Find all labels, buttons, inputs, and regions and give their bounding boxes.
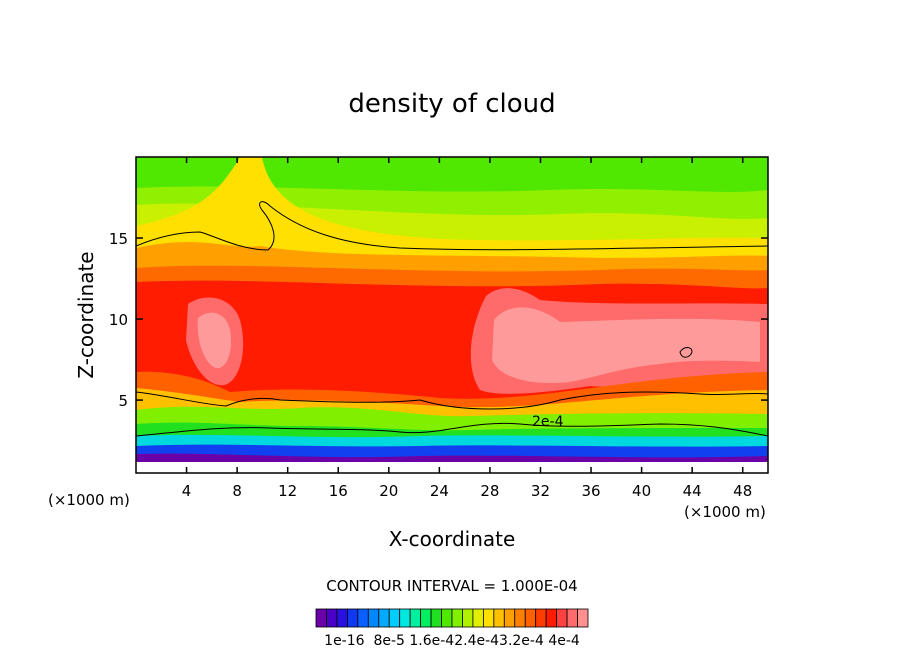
contour-interval-text: CONTOUR INTERVAL = 1.000E-04 bbox=[326, 577, 577, 595]
colorbar-swatch bbox=[556, 608, 568, 628]
colorbar-swatch bbox=[409, 608, 422, 628]
colorbar-swatch bbox=[388, 608, 401, 628]
colorbar-labels: 1e-16 8e-5 1.6e-42.4e-43.2e-4 4e-4 bbox=[324, 633, 580, 649]
colorbar-swatch bbox=[441, 608, 453, 628]
x-unit-left: (×1000 m) bbox=[48, 491, 130, 509]
x-tick-label: 32 bbox=[531, 482, 550, 500]
x-unit-right: (×1000 m) bbox=[684, 503, 766, 521]
x-tick-label: 28 bbox=[480, 482, 499, 500]
colorbar-swatch bbox=[378, 608, 390, 628]
heatmap-field bbox=[136, 157, 768, 473]
colorbar-swatch bbox=[503, 608, 516, 628]
colorbar-swatch bbox=[545, 608, 558, 628]
x-tick-label: 20 bbox=[379, 482, 398, 500]
plot-frame bbox=[135, 156, 769, 474]
x-tick-label: 48 bbox=[733, 482, 752, 500]
y-axis-label: Z-coordinate bbox=[74, 251, 98, 378]
contour-lines bbox=[136, 201, 768, 437]
x-axis: 4 8 12 16 20 24 28 32 36 40 44 48 bbox=[182, 157, 752, 500]
colorbar-swatch bbox=[566, 608, 578, 628]
x-tick-label: 16 bbox=[329, 482, 348, 500]
x-axis-label: X-coordinate bbox=[389, 527, 516, 551]
colorbar-swatch bbox=[451, 608, 463, 628]
colorbar-swatch bbox=[346, 608, 359, 628]
colorbar-swatch bbox=[399, 608, 411, 628]
x-tick-label: 40 bbox=[632, 482, 651, 500]
contour-blob-right bbox=[679, 347, 693, 358]
x-tick-label: 44 bbox=[683, 482, 702, 500]
x-tick-label: 36 bbox=[581, 482, 600, 500]
colorbar-swatch bbox=[535, 608, 547, 628]
contour-line-lower-top bbox=[136, 391, 768, 410]
chart-title: density of cloud bbox=[348, 89, 555, 119]
colorbar-swatch bbox=[420, 608, 432, 628]
contour-label: 2e-4 bbox=[532, 414, 564, 430]
x-tick-label: 24 bbox=[430, 482, 449, 500]
colorbar-swatch bbox=[367, 608, 380, 628]
y-tick-label: 5 bbox=[118, 392, 128, 410]
colorbar-swatch bbox=[577, 608, 589, 628]
heatmap-below-cloud bbox=[136, 462, 768, 473]
colorbar-swatch bbox=[336, 608, 348, 628]
colorbar-swatch bbox=[430, 608, 442, 628]
x-tick-label: 12 bbox=[278, 482, 297, 500]
colorbar-swatch bbox=[472, 608, 484, 628]
heatmap-blob-lightpink-left bbox=[197, 312, 232, 369]
colorbar-swatch bbox=[493, 608, 505, 628]
x-tick-label: 8 bbox=[232, 482, 242, 500]
heatmap-blob-lightpink-right bbox=[492, 307, 760, 384]
colorbar bbox=[315, 608, 589, 628]
colorbar-swatch bbox=[357, 608, 369, 628]
y-tick-label: 10 bbox=[109, 311, 128, 329]
y-tick-label: 15 bbox=[109, 230, 128, 248]
colorbar-swatch bbox=[462, 608, 474, 628]
contour-line-upper bbox=[136, 201, 768, 251]
colorbar-swatch bbox=[315, 608, 327, 628]
colorbar-swatch bbox=[524, 608, 537, 628]
colorbar-swatch bbox=[326, 608, 338, 628]
contour-line-lower bbox=[136, 422, 768, 437]
colorbar-swatch bbox=[514, 608, 526, 628]
y-axis: 5 10 15 bbox=[109, 230, 768, 410]
x-tick-label: 4 bbox=[182, 482, 192, 500]
colorbar-swatch bbox=[482, 608, 495, 628]
